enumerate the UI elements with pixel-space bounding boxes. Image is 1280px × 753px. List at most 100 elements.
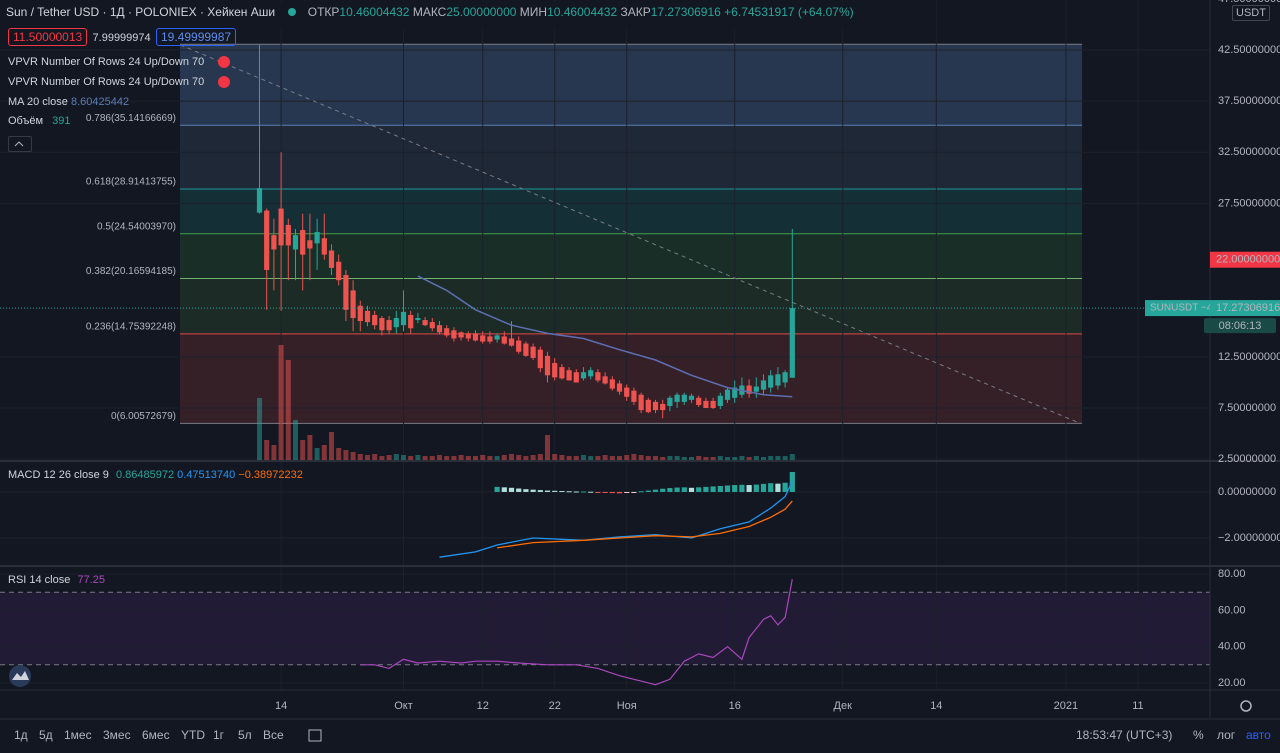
- volume-bar: [782, 456, 788, 460]
- option-button[interactable]: авто: [1246, 728, 1271, 742]
- candle-body: [660, 403, 666, 411]
- error-icon[interactable]: [218, 76, 231, 89]
- range-button[interactable]: 1мес: [64, 728, 92, 742]
- candle-body: [667, 397, 673, 406]
- volume-bar: [365, 455, 371, 460]
- macd-histogram-bar: [609, 491, 615, 494]
- candle-body: [480, 335, 486, 342]
- volume-bar: [552, 454, 558, 460]
- macd-histogram-bar: [760, 483, 767, 492]
- candle-body: [408, 314, 414, 329]
- y-tick-label: 12.50000000: [1218, 351, 1280, 363]
- range-button[interactable]: YTD: [181, 728, 205, 742]
- volume-bar: [292, 420, 298, 460]
- macd-histogram-bar: [537, 490, 543, 492]
- macd-histogram-bar: [530, 489, 536, 492]
- volume-bar: [415, 455, 421, 460]
- ohlc-label: МАКС: [412, 5, 447, 19]
- fib-label: 0.236(14.75392248): [86, 321, 176, 332]
- volume-bar: [689, 457, 695, 460]
- range-button[interactable]: 5л: [238, 728, 252, 742]
- volume-bar: [386, 455, 392, 460]
- y-tick-label: 20.00: [1218, 677, 1246, 689]
- macd-histogram-bar: [552, 490, 558, 492]
- volume-bar: [595, 456, 601, 460]
- volume-bar: [775, 456, 781, 460]
- candle-body: [328, 250, 335, 268]
- y-tick-label: −2.00000000: [1218, 532, 1280, 544]
- volume-bar: [422, 456, 428, 460]
- candle-body: [314, 232, 320, 244]
- volume-bar: [732, 457, 738, 460]
- macd-histogram-bar: [782, 482, 788, 492]
- candle-body: [638, 394, 644, 411]
- volume-bar: [465, 456, 471, 460]
- candle-body: [552, 363, 558, 378]
- ma-value: 8.60425442: [70, 96, 130, 108]
- macd-histogram-bar: [660, 488, 666, 492]
- volume-bar: [631, 454, 637, 460]
- error-icon[interactable]: [218, 56, 231, 69]
- volume-bar: [444, 456, 450, 460]
- range-button[interactable]: Все: [263, 728, 284, 742]
- volume-bar: [516, 455, 522, 460]
- range-button[interactable]: 5д: [39, 728, 53, 742]
- candle-body: [436, 325, 443, 333]
- candle-body: [559, 367, 565, 379]
- volume-bar: [537, 454, 543, 460]
- volume-bar: [357, 454, 363, 460]
- range-button[interactable]: 6мес: [142, 728, 170, 742]
- range-button[interactable]: 3мес: [103, 728, 131, 742]
- candle-body: [768, 375, 774, 388]
- volume-bar: [696, 456, 702, 460]
- volume-bar: [523, 456, 529, 460]
- countdown: 08:06:13: [1219, 320, 1262, 332]
- macd-histogram-bar: [696, 487, 702, 492]
- symbol-label-bg: [1145, 300, 1210, 317]
- volume-bar: [653, 456, 659, 460]
- indicator-name: VPVR Number Of Rows 24 Up/Down 70: [8, 56, 205, 68]
- sell-button[interactable]: 11.50000013: [8, 28, 88, 46]
- volume-bar: [379, 456, 385, 460]
- volume-bar: [725, 457, 731, 460]
- candle-body: [357, 305, 363, 322]
- collapse-button[interactable]: [8, 136, 32, 152]
- volume-bar: [278, 345, 284, 460]
- volume-bar: [307, 435, 313, 460]
- rsi-band: [0, 592, 1210, 665]
- buy-button[interactable]: 19.49999987: [156, 28, 237, 46]
- x-tick-label: 14: [275, 700, 287, 712]
- currency[interactable]: USDT: [1232, 5, 1270, 21]
- candle-body: [516, 340, 522, 352]
- volume-bar: [768, 456, 774, 460]
- candle-body: [501, 336, 507, 344]
- volume-legend: Объём 391: [8, 115, 70, 127]
- candle-body: [278, 208, 284, 246]
- y-tick-label: 47.50000000: [1218, 0, 1280, 5]
- volume-bar: [660, 457, 666, 460]
- x-tick-label: Окт: [394, 700, 413, 712]
- candle-body: [487, 336, 493, 342]
- volume-bar: [336, 448, 342, 460]
- symbol-label: SUNUSDT −40: [1150, 303, 1218, 314]
- candle-body: [494, 335, 500, 340]
- candle-body: [465, 333, 471, 339]
- range-button[interactable]: 1г: [213, 728, 225, 742]
- candle-body: [458, 332, 464, 338]
- volume-bar: [343, 450, 349, 460]
- spread: 7.99999974: [92, 32, 151, 44]
- candle-body: [732, 387, 738, 398]
- candle-body: [674, 394, 680, 402]
- candle-body: [422, 320, 428, 326]
- candle-body: [508, 338, 515, 346]
- option-button[interactable]: %: [1193, 728, 1204, 742]
- candle-body: [760, 380, 767, 390]
- volume-bar: [761, 457, 767, 460]
- candle-body: [782, 372, 788, 383]
- option-button[interactable]: лог: [1217, 728, 1236, 742]
- macd-histogram-bar: [559, 491, 565, 493]
- range-button[interactable]: 1д: [14, 728, 28, 742]
- y-tick-label: 60.00: [1218, 604, 1246, 616]
- candle-body: [616, 383, 623, 392]
